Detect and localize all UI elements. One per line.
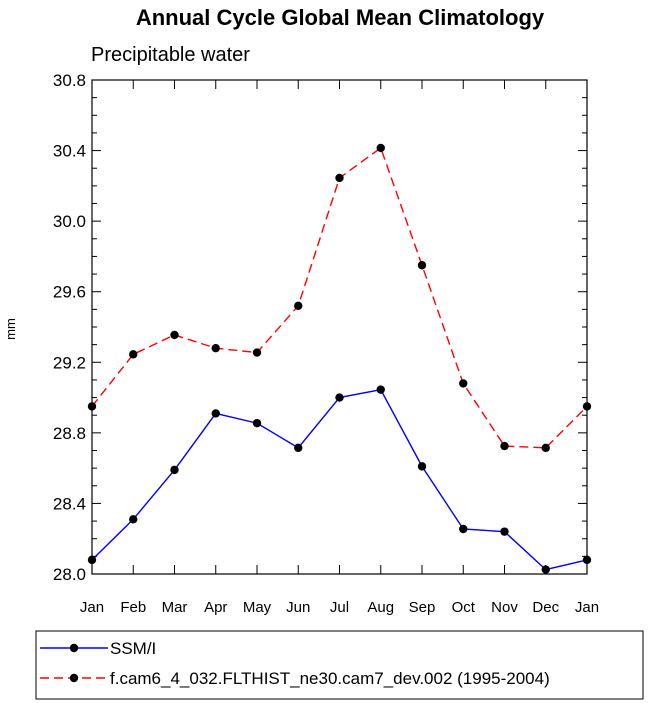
x-tick-label: Apr bbox=[204, 599, 227, 616]
data-point bbox=[582, 555, 592, 565]
y-tick-label: 28.4 bbox=[53, 494, 86, 513]
series-line-2 bbox=[91, 146, 588, 449]
data-point bbox=[294, 301, 303, 311]
data-point bbox=[211, 343, 220, 353]
legend-marker bbox=[69, 643, 79, 653]
y-axis-label: mm bbox=[3, 318, 18, 340]
data-point bbox=[500, 527, 509, 536]
series-line-1 bbox=[91, 388, 588, 571]
x-tick-label: Dec bbox=[532, 599, 559, 616]
data-point bbox=[129, 515, 138, 524]
data-point bbox=[376, 143, 385, 153]
y-tick-label: 30.4 bbox=[53, 142, 86, 161]
y-tick-label: 30.8 bbox=[53, 71, 86, 90]
data-point bbox=[335, 393, 344, 402]
data-point bbox=[170, 330, 179, 340]
y-tick-label: 29.2 bbox=[53, 353, 86, 372]
x-tick-label: Nov bbox=[491, 599, 518, 616]
data-point bbox=[129, 350, 138, 359]
data-point bbox=[294, 443, 303, 453]
data-point bbox=[459, 379, 468, 388]
y-tick-label: 28.0 bbox=[53, 565, 86, 584]
x-tick-label: Aug bbox=[367, 599, 394, 616]
x-tick-label: Jan bbox=[575, 599, 599, 616]
data-point bbox=[252, 348, 262, 357]
data-point bbox=[417, 261, 427, 270]
y-tick-label: 29.6 bbox=[53, 283, 86, 302]
chart-title: Annual Cycle Global Mean Climatology bbox=[136, 5, 545, 30]
data-point bbox=[459, 524, 468, 534]
data-point bbox=[252, 418, 262, 428]
legend-label-1: SSM/I bbox=[110, 639, 156, 658]
data-point bbox=[582, 402, 592, 411]
x-tick-label: Feb bbox=[120, 599, 146, 616]
data-point bbox=[335, 173, 344, 183]
data-point bbox=[541, 565, 550, 574]
x-tick-label: May bbox=[243, 599, 272, 616]
plot-frame bbox=[91, 79, 588, 575]
legend-marker bbox=[69, 673, 79, 683]
x-tick-label: Jan bbox=[80, 599, 104, 616]
legend: SSM/I f.cam6_4_032.FLTHIST_ne30.cam7_dev.… bbox=[35, 630, 644, 700]
data-point bbox=[417, 462, 427, 471]
x-tick-label: Sep bbox=[409, 599, 436, 616]
data-point bbox=[87, 402, 97, 411]
data-point bbox=[170, 465, 179, 475]
y-tick-label: 28.8 bbox=[53, 424, 86, 443]
y-tick-label: 30.0 bbox=[53, 212, 86, 231]
data-point bbox=[211, 409, 220, 418]
data-point bbox=[500, 441, 509, 451]
x-tick-label: Mar bbox=[162, 599, 188, 616]
x-tick-label: Oct bbox=[452, 599, 476, 616]
data-point bbox=[87, 555, 97, 565]
legend-box bbox=[35, 630, 644, 700]
series-group bbox=[87, 143, 592, 574]
axes: 28.0 28.4 28.8 29.2 29.6 30.0 30.4 30.8 Jan Feb Ma… bbox=[53, 71, 599, 616]
legend-label-2: f.cam6_4_032.FLTHIST_ne30.cam7_dev.002 (… bbox=[110, 669, 550, 688]
chart-subtitle: Precipitable water bbox=[91, 44, 250, 66]
data-point bbox=[541, 443, 550, 453]
x-tick-label: Jun bbox=[286, 599, 310, 616]
data-point bbox=[376, 385, 385, 394]
x-tick-label: Jul bbox=[330, 599, 349, 616]
